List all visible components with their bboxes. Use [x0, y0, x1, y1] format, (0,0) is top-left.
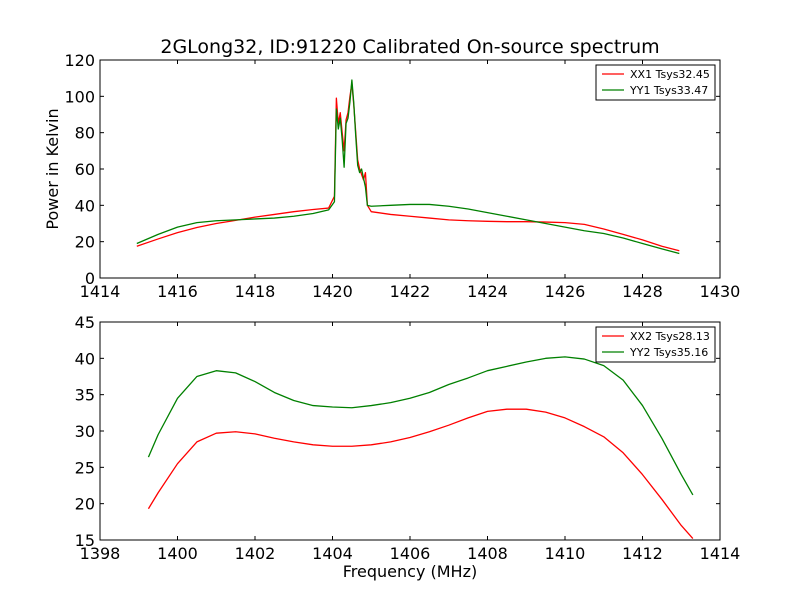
x-tick-label: 1418: [235, 282, 276, 301]
x-axis-label: Frequency (MHz): [343, 562, 477, 581]
x-tick-label: 1414: [700, 544, 741, 563]
x-tick-label: 1428: [622, 282, 663, 301]
x-tick-label: 1414: [80, 282, 121, 301]
x-tick-label: 1416: [157, 282, 198, 301]
y-tick-label: 15: [75, 531, 95, 550]
top-panel: 1414 1416 1418 1420 1422 1424 1426 1428 1430 0 20 4…: [64, 51, 740, 301]
y-tick-label: 80: [75, 124, 95, 143]
y-tick-label: 20: [75, 495, 95, 514]
y-tick-label: 100: [64, 87, 95, 106]
x-tick-label: 1426: [545, 282, 586, 301]
x-tick-label: 1430: [700, 282, 741, 301]
x-tick-label: 1408: [467, 544, 508, 563]
legend-label: YY2 Tsys35.16: [629, 346, 708, 359]
y-tick-label: 30: [75, 422, 95, 441]
x-tick-label: 1400: [157, 544, 198, 563]
x-tick-label: 1406: [390, 544, 431, 563]
x-tick-label: 1402: [235, 544, 276, 563]
legend-box: [595, 326, 716, 363]
x-tick-label: 1404: [312, 544, 353, 563]
chart-title: 2GLong32, ID:91220 Calibrated On-source …: [160, 36, 659, 58]
y-tick-label: 0: [85, 269, 95, 288]
legend: XX2 Tsys28.13 YY2 Tsys35.16: [595, 326, 716, 363]
series-line-2: [147, 356, 694, 496]
bottom-panel: 1398 1400 1402 1404 1406 1408 1410 1412 1414 15 20…: [75, 313, 741, 563]
y-tick-label: 40: [75, 196, 95, 215]
x-tick-label: 1420: [312, 282, 353, 301]
y-tick-label: 35: [75, 386, 95, 405]
x-tick-label: 1424: [467, 282, 508, 301]
x-tick-label: 1410: [545, 544, 586, 563]
x-tick-label: 1398: [80, 544, 121, 563]
legend-label: XX1 Tsys32.45: [630, 68, 710, 81]
legend-label: XX2 Tsys28.13: [630, 330, 710, 343]
y-tick-label: 120: [64, 51, 95, 70]
x-tick-label: 1422: [390, 282, 431, 301]
x-tick-label: 1412: [622, 544, 663, 563]
y-axis-label: Power in Kelvin: [43, 108, 62, 229]
y-tick-label: 60: [75, 160, 95, 179]
y-tick-label: 25: [75, 458, 95, 477]
legend: XX1 Tsys32.45 YY1 Tsys33.47: [595, 64, 716, 101]
series-line-1: [147, 408, 694, 539]
y-tick-label: 40: [75, 349, 95, 368]
legend-box: [595, 64, 716, 101]
series-line-2: [136, 79, 680, 255]
y-tick-label: 20: [75, 233, 95, 252]
y-tick-label: 45: [75, 313, 95, 332]
legend-label: YY1 Tsys33.47: [629, 84, 708, 97]
